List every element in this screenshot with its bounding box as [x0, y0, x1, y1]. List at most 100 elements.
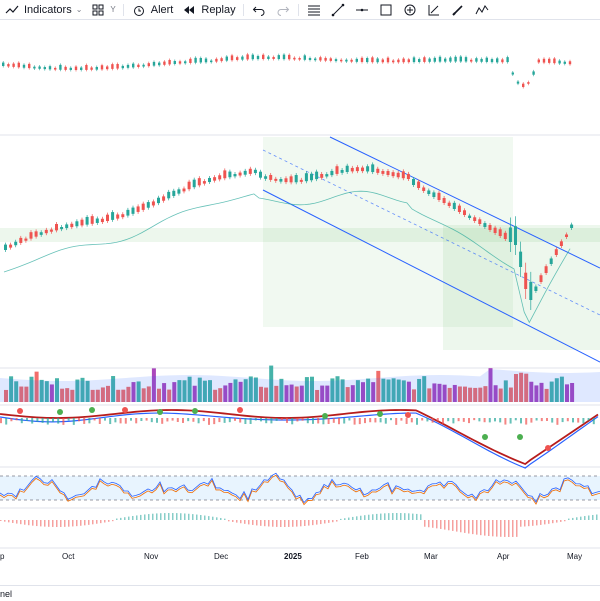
oscillator-bar: [560, 520, 562, 522]
mini-candle: [225, 56, 228, 61]
candle: [498, 229, 502, 236]
rectangle-icon: [378, 2, 394, 18]
mini-candle: [256, 55, 260, 60]
candle: [442, 198, 446, 203]
macd-histogram-bar: [192, 418, 195, 422]
oscillator-bar: [144, 514, 146, 520]
mini-candle: [568, 61, 572, 65]
macd-histogram-bar: [182, 418, 184, 423]
volume-bar: [519, 372, 524, 402]
trend-line-button[interactable]: [326, 0, 350, 19]
layouts-button[interactable]: Y: [86, 0, 119, 19]
candle: [259, 171, 262, 178]
oscillator-bar: [568, 518, 570, 520]
macd-histogram-bar: [514, 418, 517, 421]
volume-bar: [468, 387, 473, 402]
fib-tool-button[interactable]: [302, 0, 326, 19]
mini-candle: [246, 54, 249, 60]
oscillator-bar: [548, 520, 550, 524]
candle: [269, 174, 273, 180]
oscillator-bar: [148, 514, 150, 520]
macd-histogram-bar: [535, 418, 538, 421]
macd-histogram-bar: [332, 418, 335, 423]
undo-button[interactable]: [247, 0, 271, 19]
oscillator-bar: [528, 520, 530, 527]
oscillator-bar: [364, 515, 366, 520]
oscillator-bar: [488, 520, 490, 537]
macd-histogram-bar: [78, 418, 80, 422]
mini-candle: [350, 59, 353, 62]
volume-bar: [19, 386, 24, 402]
mini-candle: [558, 60, 561, 64]
mini-candle: [116, 63, 119, 69]
macd-histogram-bar: [239, 418, 242, 423]
volume-bar: [570, 382, 575, 402]
alert-button[interactable]: Alert: [127, 0, 178, 19]
volume-bar: [355, 380, 360, 402]
candle: [162, 196, 166, 201]
oscillator-bar: [84, 520, 86, 526]
oscillator-bar: [376, 513, 378, 520]
macd-histogram-bar: [208, 418, 210, 425]
oscillator-bar: [164, 513, 166, 520]
indicators-button[interactable]: Indicators ⌄: [0, 0, 86, 19]
macd-histogram-bar: [88, 418, 91, 424]
oscillator-bar: [300, 520, 302, 527]
candle: [514, 226, 517, 245]
oscillator-bar: [24, 520, 26, 525]
rectangle-button[interactable]: [374, 0, 398, 19]
indicators-icon: [4, 2, 20, 18]
oscillator-bar: [156, 513, 158, 520]
candle: [299, 179, 303, 182]
chart-canvas[interactable]: [0, 20, 600, 555]
volume-bar: [248, 376, 253, 402]
oscillator-bar: [232, 520, 234, 522]
oscillator-bar: [140, 514, 142, 520]
candle: [228, 171, 232, 178]
oscillator-bar: [176, 513, 178, 520]
brush-button[interactable]: [446, 0, 470, 19]
candle: [85, 216, 89, 225]
mini-candle: [402, 58, 405, 63]
panel-label[interactable]: nel: [0, 589, 13, 599]
path-tool-button[interactable]: [470, 0, 494, 19]
candle: [468, 215, 472, 218]
macd-histogram-bar: [483, 418, 486, 423]
oscillator-bar: [440, 520, 442, 529]
volume-bar: [310, 376, 314, 402]
oscillator-bar: [496, 520, 498, 537]
macd-histogram-bar: [20, 418, 23, 424]
mini-candle: [230, 55, 234, 61]
macd-histogram-bar: [358, 418, 361, 425]
measure-button[interactable]: [422, 0, 446, 19]
mini-candle: [251, 54, 254, 60]
candle: [187, 181, 191, 190]
shapes-button[interactable]: [398, 0, 422, 19]
macd-histogram-bar: [130, 418, 132, 421]
axis-label: Mar: [424, 552, 438, 561]
macd-histogram-bar: [473, 418, 476, 421]
replay-button[interactable]: Replay: [177, 0, 239, 19]
volume-bar: [192, 385, 197, 402]
redo-button[interactable]: [271, 0, 295, 19]
volume-bar: [4, 389, 8, 402]
candle: [396, 172, 400, 178]
volume-bar: [29, 376, 34, 402]
oscillator-bar: [168, 513, 170, 520]
oscillator-bar: [20, 520, 22, 525]
macd-histogram-bar: [41, 418, 44, 423]
macd-histogram-bar: [499, 418, 502, 423]
oscillator-bar: [408, 513, 410, 520]
volume-bar: [330, 378, 335, 402]
oscillator-bar: [468, 520, 470, 534]
oscillator-bar: [420, 514, 422, 520]
oscillator-bar: [328, 520, 330, 523]
mini-candle: [334, 59, 338, 62]
mini-candle: [85, 64, 88, 70]
oscillator-bar: [336, 520, 338, 522]
horizontal-line-button[interactable]: [350, 0, 374, 19]
macd-histogram-bar: [494, 418, 496, 422]
macd-cross-marker: [122, 407, 128, 413]
oscillator-bar: [296, 520, 298, 527]
mini-candle: [194, 57, 197, 63]
